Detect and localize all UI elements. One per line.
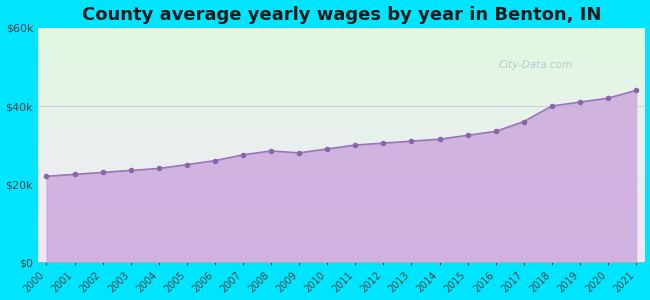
Text: City-Data.com: City-Data.com [499, 60, 573, 70]
Point [491, 129, 501, 134]
Point [603, 96, 613, 100]
Point [462, 133, 473, 138]
Point [266, 148, 276, 153]
Point [434, 137, 445, 142]
Point [350, 143, 361, 148]
Point [294, 151, 304, 155]
Point [406, 139, 417, 144]
Point [238, 152, 248, 157]
Point [378, 141, 389, 146]
Title: County average yearly wages by year in Benton, IN: County average yearly wages by year in B… [81, 6, 601, 24]
Point [125, 168, 136, 173]
Point [41, 174, 51, 179]
Point [322, 147, 332, 152]
Point [547, 103, 557, 108]
Point [575, 100, 585, 104]
Point [519, 119, 529, 124]
Point [98, 170, 108, 175]
Point [181, 162, 192, 167]
Point [153, 166, 164, 171]
Point [210, 158, 220, 163]
Point [630, 88, 641, 93]
Point [70, 172, 80, 177]
